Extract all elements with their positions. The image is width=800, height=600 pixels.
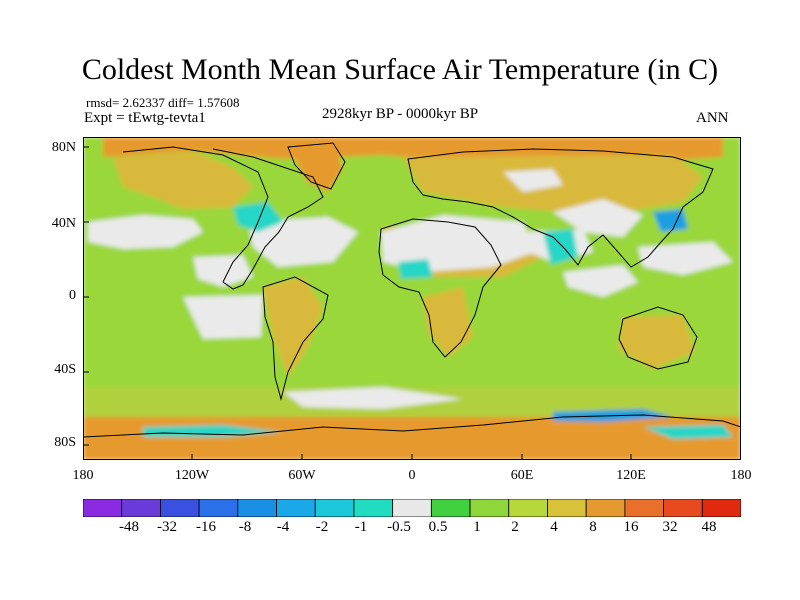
coastline-australia	[618, 306, 698, 370]
colorbar-label: -32	[157, 519, 177, 535]
temperature-map	[83, 137, 741, 460]
colorbar-swatch	[392, 499, 432, 517]
cool-patch-india	[543, 229, 578, 265]
cool-patch-africa	[398, 259, 433, 279]
colorbar-label: 16	[623, 519, 639, 535]
colorbar-swatch	[314, 499, 355, 517]
colorbar-swatch	[121, 499, 161, 517]
lat-label-0: 0	[69, 288, 76, 303]
colorbar-swatch	[469, 499, 510, 517]
colorbar	[83, 499, 741, 517]
coastline-antarctica	[83, 414, 741, 438]
neutral-patch-asia	[553, 199, 643, 237]
warm-region-australia	[618, 315, 695, 369]
lat-label-80s: 80S	[54, 435, 76, 450]
chart-title: Coldest Month Mean Surface Air Temperatu…	[81, 53, 719, 86]
colorbar-label: 32	[662, 519, 678, 535]
stats-text: rmsd= 2.62337 diff= 1.57608	[86, 95, 240, 110]
colorbar-swatch	[198, 499, 239, 517]
lon-label-120w: 120W	[174, 468, 210, 483]
neutral-patch-west-pacific	[638, 242, 733, 275]
warm-region-south-america	[263, 277, 323, 377]
colorbar-swatch	[508, 499, 548, 517]
warm-region-antarctica	[83, 417, 741, 460]
neutral-patch-sahara	[381, 215, 535, 272]
lat-label-40n: 40N	[51, 216, 76, 231]
neutral-patch-east-pacific	[193, 255, 253, 287]
colorbar-label: -16	[196, 519, 216, 535]
lon-label-180e: 180	[730, 468, 752, 483]
colorbar-swatch	[547, 499, 587, 517]
colorbar-swatch	[430, 499, 471, 517]
colorbar-swatch	[237, 499, 277, 517]
colorbar-swatch	[276, 499, 316, 517]
lon-label-0: 0	[408, 468, 416, 483]
colorbar-label: -4	[276, 519, 290, 535]
neutral-patch-north-atlantic	[248, 217, 358, 267]
map-ticks	[83, 146, 632, 460]
colorbar-label: -2	[315, 519, 329, 535]
neutral-patch-arctic	[503, 169, 563, 192]
colorbar-label: -0.5	[387, 519, 411, 535]
lon-label-120e: 120E	[616, 468, 646, 483]
colorbar-label: -48	[119, 519, 139, 535]
warm-region-south-africa	[423, 287, 473, 357]
colorbar-label: 48	[701, 519, 717, 535]
colorbar-label: 0.5	[428, 519, 448, 535]
experiment-label: Expt = tEwtg-tevta1	[84, 110, 206, 126]
period-label: 2928kyr BP - 0000kyr BP	[322, 106, 479, 122]
lon-label-60w: 60W	[288, 468, 316, 483]
cool-patch-ross-sea	[643, 425, 733, 439]
warm-region-north-america	[113, 152, 253, 209]
neutral-patch-south-ocean	[283, 387, 463, 409]
lon-label-60e: 60E	[510, 468, 534, 483]
warm-region-greenland	[288, 145, 343, 192]
colorbar-label: 1	[473, 519, 481, 535]
neutral-patch-south-pacific	[183, 295, 263, 339]
colorbar-label: -8	[238, 519, 252, 535]
neutral-patch-indian-ocean	[563, 265, 638, 297]
coastline-greenland	[287, 142, 346, 190]
coastline-south-america	[262, 276, 329, 401]
coastline-europe-asia	[407, 148, 714, 268]
colorbar-label: 8	[589, 519, 597, 535]
colorbar-swatch	[585, 499, 626, 517]
colorbar-label: 4	[550, 519, 558, 535]
colorbar-label: 2	[511, 519, 519, 535]
cool-patch-north-atlantic	[233, 202, 283, 232]
colorbar-swatch	[160, 499, 200, 517]
colorbar-swatch	[624, 499, 664, 517]
colorbar-swatch	[663, 499, 703, 517]
colorbar-swatch	[353, 499, 394, 517]
colorbar-label: -1	[354, 519, 368, 535]
colorbar-swatch	[701, 499, 741, 517]
colorbar-swatch	[83, 499, 123, 517]
neutral-patch-north-pacific	[88, 215, 203, 249]
lat-label-40s: 40S	[54, 362, 76, 377]
lon-label-180w: 180	[72, 468, 94, 483]
coastline-africa	[378, 218, 502, 358]
season-label: ANN	[696, 110, 729, 126]
lat-label-80n: 80N	[51, 140, 76, 155]
